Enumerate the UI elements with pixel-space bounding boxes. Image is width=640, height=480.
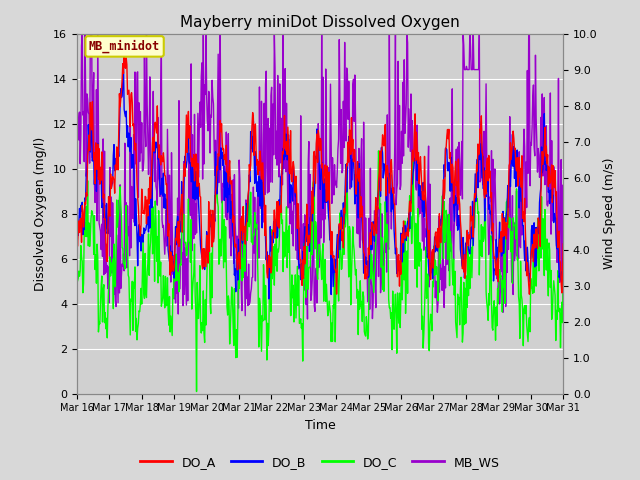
Y-axis label: Dissolved Oxygen (mg/l): Dissolved Oxygen (mg/l) bbox=[35, 136, 47, 291]
Text: MB_minidot: MB_minidot bbox=[89, 40, 160, 53]
X-axis label: Time: Time bbox=[305, 419, 335, 432]
Legend: DO_A, DO_B, DO_C, MB_WS: DO_A, DO_B, DO_C, MB_WS bbox=[136, 451, 504, 474]
Y-axis label: Wind Speed (m/s): Wind Speed (m/s) bbox=[603, 158, 616, 269]
Title: Mayberry miniDot Dissolved Oxygen: Mayberry miniDot Dissolved Oxygen bbox=[180, 15, 460, 30]
